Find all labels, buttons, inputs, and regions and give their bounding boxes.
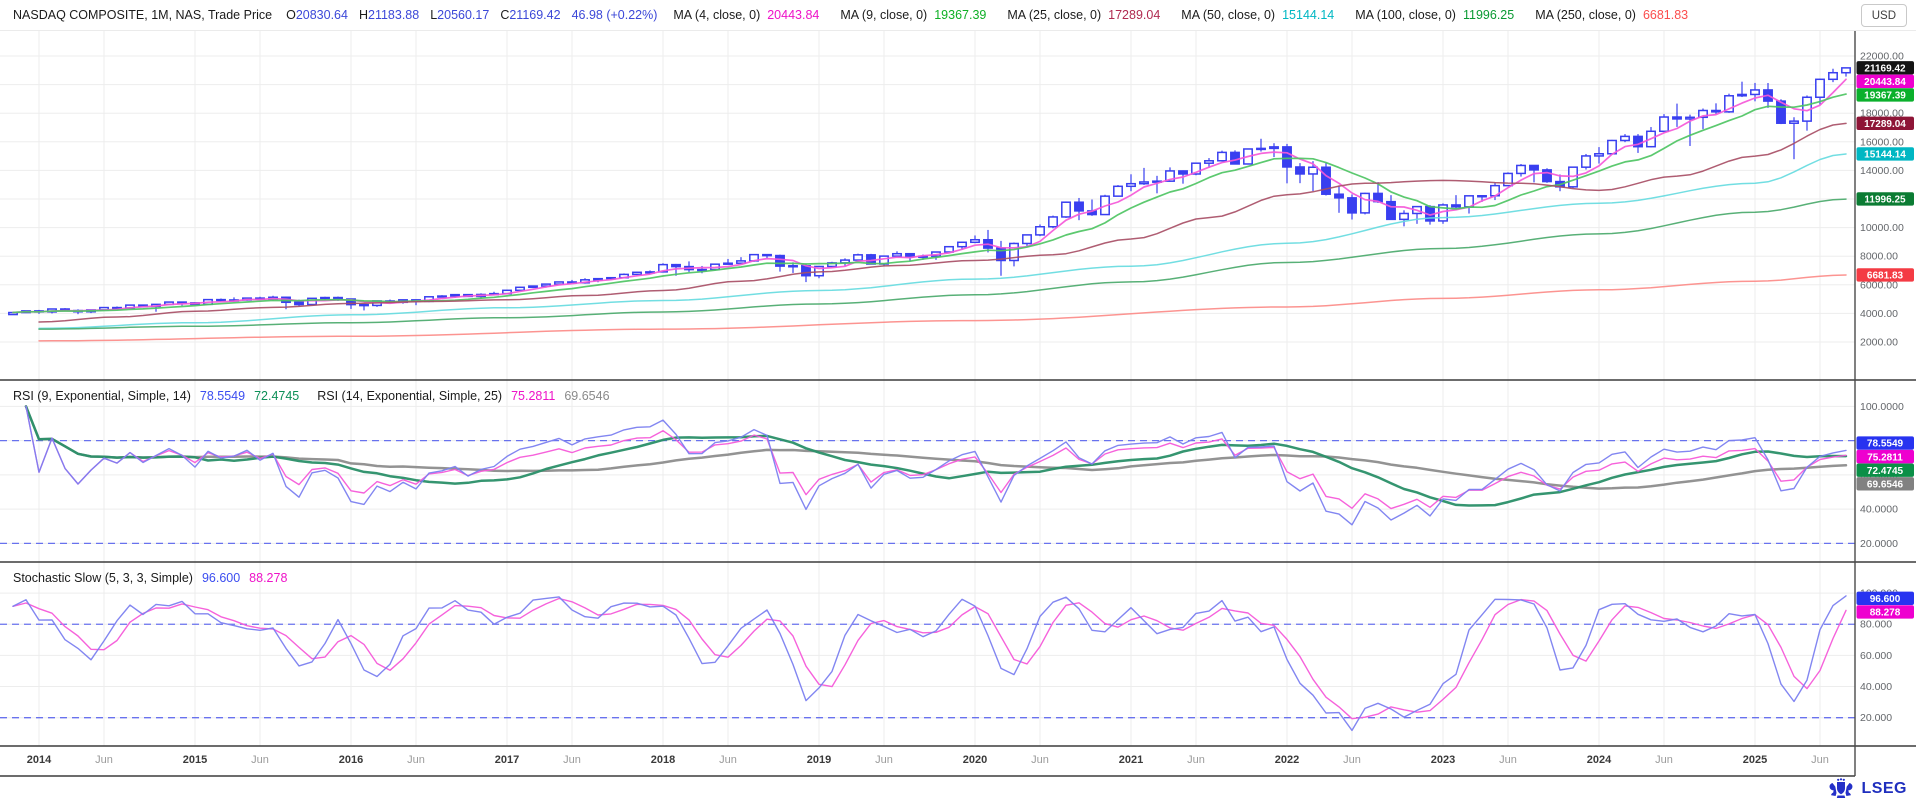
ma-legend-item: MA (4, close, 0) 20443.84 bbox=[673, 8, 820, 22]
svg-text:78.5549: 78.5549 bbox=[1867, 439, 1904, 450]
chart-header: NASDAQ COMPOSITE, 1M, NAS, Trade Price O… bbox=[0, 0, 1916, 31]
svg-text:2022: 2022 bbox=[1275, 754, 1299, 766]
instrument-title: NASDAQ COMPOSITE, 1M, NAS, Trade Price bbox=[13, 8, 273, 22]
svg-text:6681.83: 6681.83 bbox=[1867, 271, 1904, 282]
ohlc-quote: L20560.17 bbox=[430, 8, 490, 22]
ohlc-quotes: O20830.64 H21183.88 L20560.17 C21169.42 bbox=[286, 8, 571, 22]
candles bbox=[8, 67, 1851, 316]
svg-text:15144.14: 15144.14 bbox=[1864, 150, 1906, 161]
ma-overlays bbox=[12, 78, 1847, 342]
svg-text:2015: 2015 bbox=[183, 754, 207, 766]
ma-legend-item: MA (100, close, 0) 11996.25 bbox=[1355, 8, 1515, 22]
svg-text:20443.84: 20443.84 bbox=[1864, 77, 1906, 88]
axis-layer: 22000.0020000.0018000.0016000.0014000.00… bbox=[0, 31, 1916, 777]
ohlc-quote: H21183.88 bbox=[358, 8, 420, 22]
svg-text:4000.00: 4000.00 bbox=[1860, 308, 1898, 320]
svg-text:6000.00: 6000.00 bbox=[1860, 279, 1898, 291]
svg-text:88.278: 88.278 bbox=[1870, 608, 1901, 619]
svg-text:40.0000: 40.0000 bbox=[1860, 504, 1898, 516]
svg-text:21169.42: 21169.42 bbox=[1864, 63, 1906, 74]
svg-text:2017: 2017 bbox=[495, 754, 519, 766]
svg-text:Jun: Jun bbox=[1031, 754, 1049, 766]
svg-text:Jun: Jun bbox=[251, 754, 269, 766]
svg-text:17289.04: 17289.04 bbox=[1864, 119, 1906, 130]
svg-text:2021: 2021 bbox=[1119, 754, 1143, 766]
svg-text:Jun: Jun bbox=[1343, 754, 1361, 766]
indicator-lines bbox=[0, 405, 1855, 732]
ma-legend-item: MA (250, close, 0) 6681.83 bbox=[1535, 8, 1689, 22]
svg-text:100.0000: 100.0000 bbox=[1860, 401, 1904, 413]
gridlines bbox=[0, 31, 1855, 746]
svg-text:2000.00: 2000.00 bbox=[1860, 337, 1898, 349]
svg-text:69.6546: 69.6546 bbox=[1867, 480, 1904, 491]
ohlc-quote: O20830.64 bbox=[286, 8, 348, 22]
lseg-logo: LSEG bbox=[1826, 778, 1907, 800]
svg-text:96.600: 96.600 bbox=[1870, 594, 1901, 605]
svg-text:10000.00: 10000.00 bbox=[1860, 222, 1904, 234]
svg-text:2018: 2018 bbox=[651, 754, 675, 766]
svg-text:20.0000: 20.0000 bbox=[1860, 538, 1898, 550]
svg-text:2016: 2016 bbox=[339, 754, 363, 766]
svg-text:80.000: 80.000 bbox=[1860, 619, 1892, 631]
svg-text:2014: 2014 bbox=[27, 754, 52, 766]
svg-text:16000.00: 16000.00 bbox=[1860, 136, 1904, 148]
lseg-logo-text: LSEG bbox=[1861, 780, 1907, 797]
svg-text:2024: 2024 bbox=[1587, 754, 1612, 766]
svg-text:2023: 2023 bbox=[1431, 754, 1455, 766]
svg-text:75.2811: 75.2811 bbox=[1867, 452, 1903, 463]
svg-text:Jun: Jun bbox=[563, 754, 581, 766]
svg-text:Jun: Jun bbox=[1811, 754, 1829, 766]
change-value: 46.98 (+0.22%) bbox=[571, 8, 658, 22]
ma-legend-item: MA (50, close, 0) 15144.14 bbox=[1181, 8, 1335, 22]
lseg-crest-icon bbox=[1829, 778, 1853, 798]
svg-text:2020: 2020 bbox=[963, 754, 987, 766]
ma-legend-item: MA (9, close, 0) 19367.39 bbox=[840, 8, 987, 22]
svg-text:40.000: 40.000 bbox=[1860, 681, 1892, 693]
svg-text:72.4745: 72.4745 bbox=[1867, 466, 1904, 477]
ma-legend: MA (4, close, 0) 20443.84 MA (9, close, 0)… bbox=[673, 8, 1709, 22]
ma-legend-item: MA (25, close, 0) 17289.04 bbox=[1007, 8, 1161, 22]
svg-text:8000.00: 8000.00 bbox=[1860, 251, 1898, 263]
svg-text:22000.00: 22000.00 bbox=[1860, 51, 1904, 63]
svg-text:Jun: Jun bbox=[1187, 754, 1205, 766]
svg-text:19367.39: 19367.39 bbox=[1864, 91, 1906, 102]
svg-text:20.000: 20.000 bbox=[1860, 712, 1892, 724]
svg-text:Jun: Jun bbox=[1499, 754, 1517, 766]
svg-text:Jun: Jun bbox=[875, 754, 893, 766]
svg-text:Jun: Jun bbox=[1655, 754, 1673, 766]
svg-text:14000.00: 14000.00 bbox=[1860, 165, 1904, 177]
svg-text:Jun: Jun bbox=[719, 754, 737, 766]
ohlc-quote: C21169.42 bbox=[500, 8, 561, 22]
svg-text:60.000: 60.000 bbox=[1860, 650, 1892, 662]
svg-text:2019: 2019 bbox=[807, 754, 831, 766]
svg-text:11996.25: 11996.25 bbox=[1864, 195, 1906, 206]
currency-button[interactable]: USD bbox=[1860, 4, 1907, 27]
svg-text:Jun: Jun bbox=[407, 754, 425, 766]
svg-text:Jun: Jun bbox=[95, 754, 113, 766]
svg-text:2025: 2025 bbox=[1743, 754, 1767, 766]
